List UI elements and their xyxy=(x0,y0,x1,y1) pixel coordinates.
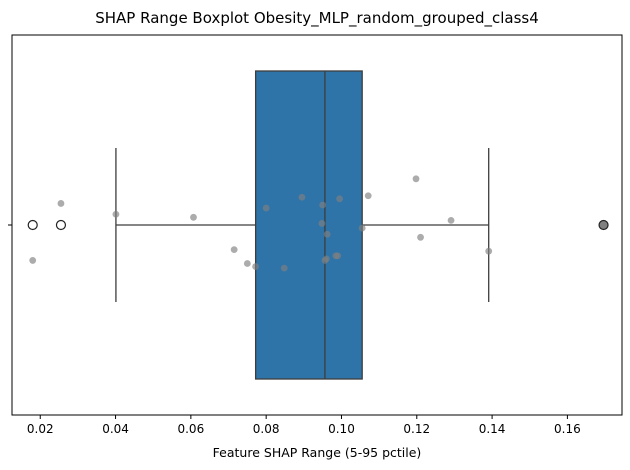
data-point-23 xyxy=(485,248,492,255)
x-tick-label-4: 0.10 xyxy=(328,422,355,436)
outlier-marker-0 xyxy=(28,221,37,230)
outlier-marker-1 xyxy=(56,221,65,230)
data-point-13 xyxy=(323,255,330,262)
data-point-3 xyxy=(190,214,197,221)
data-point-17 xyxy=(336,195,343,202)
x-tick-label-1: 0.04 xyxy=(102,422,129,436)
plot-area xyxy=(28,71,608,379)
x-tick-label-3: 0.08 xyxy=(253,422,280,436)
data-point-0 xyxy=(29,257,36,264)
x-tick-label-2: 0.06 xyxy=(177,422,204,436)
data-point-22 xyxy=(448,217,455,224)
data-point-20 xyxy=(413,175,420,182)
data-point-14 xyxy=(324,231,331,238)
data-point-10 xyxy=(318,220,325,227)
data-point-5 xyxy=(244,260,251,267)
data-point-4 xyxy=(231,246,238,253)
data-point-19 xyxy=(365,192,372,199)
data-point-18 xyxy=(359,225,366,232)
data-point-9 xyxy=(299,194,306,201)
data-point-21 xyxy=(417,234,424,241)
data-point-8 xyxy=(281,265,288,272)
x-tick-label-7: 0.16 xyxy=(554,422,581,436)
x-axis-label: Feature SHAP Range (5-95 pctile) xyxy=(213,445,422,460)
data-point-16 xyxy=(334,252,341,259)
chart-title: SHAP Range Boxplot Obesity_MLP_random_gr… xyxy=(95,9,539,28)
outlier-marker-2 xyxy=(599,221,608,230)
x-tick-label-0: 0.02 xyxy=(27,422,54,436)
iqr-box xyxy=(256,71,363,379)
data-point-2 xyxy=(113,211,120,218)
data-point-11 xyxy=(319,202,326,209)
data-point-6 xyxy=(252,263,259,270)
x-tick-label-5: 0.12 xyxy=(403,422,430,436)
data-point-7 xyxy=(263,205,270,212)
data-point-1 xyxy=(58,200,65,207)
x-tick-label-6: 0.14 xyxy=(479,422,506,436)
